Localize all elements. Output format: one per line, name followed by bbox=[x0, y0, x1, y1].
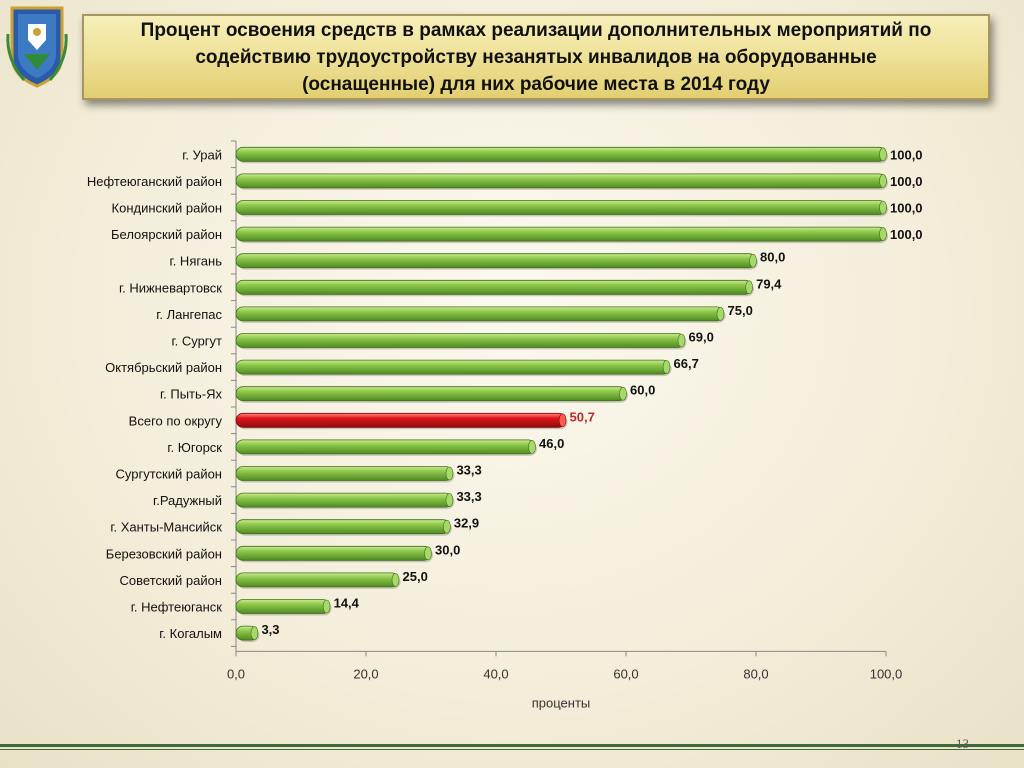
category-label: г. Пыть-Ях bbox=[160, 387, 223, 402]
bar-highlight bbox=[235, 412, 566, 428]
category-label: Кондинский район bbox=[112, 201, 222, 216]
bar bbox=[235, 492, 453, 508]
bar-cap bbox=[879, 174, 887, 188]
data-label: 75,0 bbox=[728, 303, 753, 318]
category-label: Советский район bbox=[120, 573, 222, 588]
bar bbox=[235, 146, 887, 162]
category-label: г. Лангепас bbox=[156, 307, 222, 322]
bar bbox=[235, 253, 757, 269]
bar-cap bbox=[619, 386, 627, 401]
bar-cap bbox=[879, 200, 887, 215]
bar-cap bbox=[445, 493, 454, 507]
category-label: Нефтеюганский район bbox=[87, 174, 222, 189]
bar bbox=[235, 306, 724, 322]
title-banner: Процент освоения средств в рамках реализ… bbox=[82, 14, 990, 100]
bar bbox=[235, 386, 627, 402]
data-label: 60,0 bbox=[630, 383, 655, 398]
coat-of-arms-icon bbox=[6, 6, 68, 88]
x-tick-label: 20,0 bbox=[353, 666, 378, 681]
data-label: 50,7 bbox=[570, 409, 595, 424]
data-label: 100,0 bbox=[890, 147, 923, 162]
bar bbox=[235, 572, 399, 588]
data-label: 100,0 bbox=[890, 201, 923, 216]
data-label: 80,0 bbox=[760, 250, 785, 265]
x-tick-label: 80,0 bbox=[743, 666, 768, 681]
bar bbox=[235, 519, 451, 535]
bar-cap bbox=[749, 253, 757, 268]
data-label: 46,0 bbox=[539, 436, 564, 451]
category-label: г. Когалым bbox=[159, 626, 222, 641]
data-label: 79,4 bbox=[756, 276, 782, 291]
data-label: 25,0 bbox=[403, 569, 428, 584]
category-label: Белоярский район bbox=[111, 227, 222, 242]
x-axis-label: проценты bbox=[532, 695, 591, 710]
bar bbox=[235, 466, 453, 481]
bar-cap bbox=[443, 519, 451, 534]
category-label: г. Югорск bbox=[167, 440, 222, 455]
bar bbox=[235, 333, 685, 348]
bar-cap bbox=[391, 573, 400, 587]
bar-cap bbox=[677, 333, 686, 348]
category-label: г. Урай bbox=[182, 147, 222, 162]
bar bbox=[235, 173, 887, 189]
data-label: 66,7 bbox=[674, 356, 699, 371]
bar-cap bbox=[716, 307, 725, 321]
data-label: 30,0 bbox=[435, 542, 460, 557]
title-line: содействию трудоустройству незанятых инв… bbox=[195, 46, 877, 68]
bar bbox=[235, 439, 536, 455]
data-label: 32,9 bbox=[454, 516, 479, 531]
title-line: Процент освоения средств в рамках реализ… bbox=[140, 19, 932, 41]
bar-cap bbox=[322, 599, 331, 614]
page-number: 13 bbox=[956, 736, 969, 751]
chart-title: Процент освоения средств в рамках реализ… bbox=[141, 17, 932, 98]
data-label: 100,0 bbox=[890, 227, 923, 242]
category-label: г. Ханты-Мансийск bbox=[110, 520, 222, 535]
data-label: 69,0 bbox=[689, 330, 714, 345]
category-label: Сургутский район bbox=[116, 467, 222, 482]
x-tick-label: 40,0 bbox=[483, 666, 508, 681]
bar bbox=[235, 599, 330, 614]
bar-cap bbox=[879, 147, 887, 162]
bar-cap bbox=[424, 546, 432, 561]
bar bbox=[235, 359, 670, 375]
category-label: г. Нягань bbox=[170, 254, 223, 269]
bar-chart: 0,0 20,0 40,0 60,0 80,0 100,0 проценты г. Урай 1… bbox=[87, 140, 923, 710]
category-label: г.Радужный bbox=[153, 493, 222, 508]
footer-line-thin bbox=[0, 749, 1024, 750]
bar-cap bbox=[445, 466, 454, 481]
category-label: г. Нефтеюганск bbox=[131, 600, 223, 615]
x-tick-label: 60,0 bbox=[613, 666, 638, 681]
bar bbox=[235, 226, 887, 242]
bar-cap bbox=[558, 413, 567, 428]
data-label: 14,4 bbox=[334, 596, 360, 611]
bar bbox=[235, 545, 432, 561]
data-label: 3,3 bbox=[261, 622, 279, 637]
bar-cap bbox=[879, 227, 887, 241]
bar-cap bbox=[662, 360, 671, 374]
bar-cap bbox=[745, 280, 753, 295]
title-line: (оснащенные) для них рабочие места в 201… bbox=[302, 73, 770, 95]
footer-line bbox=[0, 744, 1024, 747]
category-label: Всего по округу bbox=[129, 413, 223, 428]
bar bbox=[235, 279, 753, 295]
category-label: Октябрьский район bbox=[105, 360, 222, 375]
x-tick-label: 0,0 bbox=[227, 666, 245, 681]
data-label: 33,3 bbox=[456, 489, 481, 504]
bar bbox=[235, 200, 887, 215]
bar-cap bbox=[528, 440, 536, 454]
category-label: г. Сургут bbox=[171, 334, 222, 349]
category-label: Березовский район bbox=[106, 546, 222, 561]
data-label: 33,3 bbox=[456, 463, 481, 478]
bar-cap bbox=[250, 626, 259, 640]
data-label: 100,0 bbox=[890, 174, 923, 189]
category-label: г. Нижневартовск bbox=[119, 280, 222, 295]
x-tick-label: 100,0 bbox=[870, 666, 903, 681]
